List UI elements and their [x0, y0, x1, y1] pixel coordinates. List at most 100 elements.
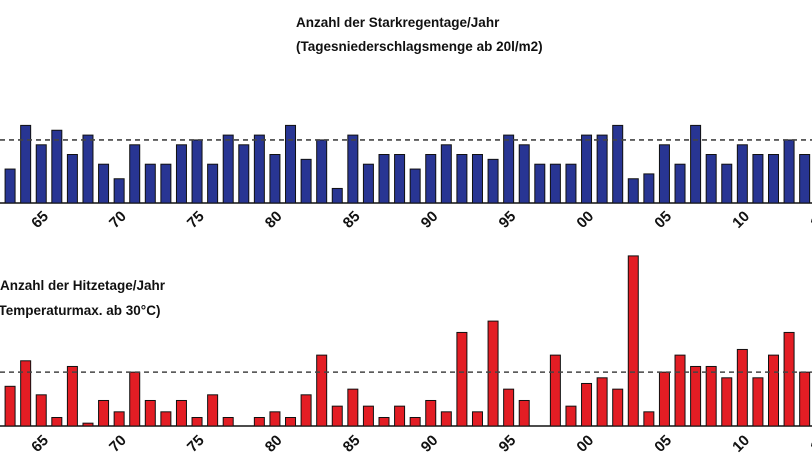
starkregen-bar-1992 — [456, 154, 468, 204]
hitze-tick-label: 05 — [651, 432, 675, 456]
starkregen-tick-label: 10 — [729, 208, 753, 232]
hitze-bar-1995 — [503, 388, 515, 427]
starkregen-bar-2007 — [690, 124, 702, 204]
hitze-tick-label: 75 — [184, 432, 208, 456]
hitze-bar-1976 — [207, 394, 219, 427]
starkregen-bar-2003 — [627, 178, 639, 204]
starkregen-bar-1985 — [347, 134, 359, 204]
starkregen-bar-1970 — [113, 178, 125, 204]
hitze-bar-1994 — [487, 320, 499, 427]
hitze-bar-1989 — [409, 416, 421, 427]
hitze-bar-1999 — [565, 405, 577, 427]
hitze-bar-1974 — [175, 399, 187, 427]
hitze-bar-2009 — [721, 377, 733, 427]
hitze-bar-1972 — [144, 399, 156, 427]
hitze-tick-label: 10 — [729, 432, 753, 456]
starkregen-tick-label: 15 — [807, 208, 812, 232]
hitze-bar-1996 — [518, 399, 530, 427]
starkregen-tick-label: 75 — [184, 208, 208, 232]
hitze-subtitle: (Temperaturmax. ab 30°C) — [0, 303, 160, 318]
hitze-bar-1988 — [394, 405, 406, 427]
starkregen-chart: 65 70 75 80 85 90 95 00 05 10 15 — [0, 124, 812, 232]
starkregen-bar-1980 — [269, 154, 281, 204]
hitze-bar-1969 — [98, 399, 110, 427]
starkregen-tick-label: 65 — [28, 208, 52, 232]
hitze-tick-label: 70 — [106, 432, 130, 456]
hitze-bar-1987 — [378, 416, 390, 427]
starkregen-tick-label: 85 — [340, 208, 364, 232]
starkregen-bar-1969 — [98, 163, 110, 204]
starkregen-bar-1993 — [471, 154, 483, 204]
hitze-bar-1990 — [425, 399, 437, 427]
starkregen-bar-1964 — [20, 124, 32, 204]
hitze-bar-1993 — [471, 411, 483, 427]
hitze-bar-1991 — [440, 411, 452, 427]
starkregen-bar-1997 — [534, 163, 546, 204]
hitze-bar-1979 — [253, 416, 265, 427]
starkregen-tick-label: 95 — [496, 208, 520, 232]
starkregen-tick-label: 80 — [262, 208, 286, 232]
starkregen-bar-1984 — [331, 187, 343, 204]
starkregen-bar-2001 — [596, 134, 608, 204]
hitze-bar-1971 — [129, 371, 141, 427]
starkregen-tick-label: 00 — [573, 208, 597, 232]
hitze-bar-1963 — [4, 385, 16, 427]
hitze-bar-1967 — [66, 365, 78, 427]
starkregen-bar-1981 — [285, 124, 297, 204]
starkregen-bar-1990 — [425, 154, 437, 204]
starkregen-bar-1982 — [300, 158, 312, 204]
hitze-bar-1973 — [160, 411, 172, 427]
hitze-tick-label: 80 — [262, 432, 286, 456]
starkregen-bar-1973 — [160, 163, 172, 204]
hitze-bar-2013 — [783, 331, 795, 427]
hitze-bar-1985 — [347, 388, 359, 427]
starkregen-bar-2010 — [736, 144, 748, 204]
hitze-bar-1984 — [331, 405, 343, 427]
starkregen-tick-label: 70 — [106, 208, 130, 232]
hitze-tick-label: 00 — [573, 432, 597, 456]
hitze-bar-1966 — [51, 416, 63, 427]
hitze-bar-1964 — [20, 360, 32, 427]
starkregen-bar-2013 — [783, 139, 795, 204]
starkregen-bar-2011 — [752, 154, 764, 204]
hitze-title: Anzahl der Hitzetage/Jahr — [0, 278, 166, 293]
hitze-bar-2010 — [736, 348, 748, 427]
starkregen-bar-1986 — [362, 163, 374, 204]
hitze-bar-1983 — [316, 354, 328, 427]
starkregen-bar-2005 — [658, 144, 670, 204]
hitze-bar-1975 — [191, 416, 203, 427]
starkregen-bar-2009 — [721, 163, 733, 204]
starkregen-bar-1994 — [487, 158, 499, 204]
starkregen-bar-1968 — [82, 134, 94, 204]
hitze-bar-2005 — [658, 371, 670, 427]
hitze-bar-1970 — [113, 411, 125, 427]
starkregen-bar-1979 — [253, 134, 265, 204]
hitze-tick-label: 95 — [496, 432, 520, 456]
starkregen-bar-1963 — [4, 168, 16, 204]
hitze-bar-1998 — [549, 354, 561, 427]
starkregen-bar-1999 — [565, 163, 577, 204]
hitze-tick-label: 85 — [340, 432, 364, 456]
hitze-bar-2006 — [674, 354, 686, 427]
hitze-tick-label: 15 — [807, 432, 812, 456]
starkregen-bar-2002 — [612, 124, 624, 204]
starkregen-bar-1998 — [549, 163, 561, 204]
hitze-bar-2004 — [643, 411, 655, 427]
starkregen-bar-1966 — [51, 129, 63, 204]
hitze-bar-2003 — [627, 255, 639, 427]
hitze-tick-label: 65 — [28, 432, 52, 456]
starkregen-title: Anzahl der Starkregentage/Jahr — [296, 15, 500, 30]
starkregen-bar-2004 — [643, 173, 655, 204]
starkregen-bar-1989 — [409, 168, 421, 204]
starkregen-bar-2014 — [799, 154, 811, 204]
starkregen-bar-1974 — [175, 144, 187, 204]
starkregen-bar-2012 — [768, 154, 779, 204]
starkregen-bar-1972 — [144, 163, 156, 204]
starkregen-tick-label: 05 — [651, 208, 675, 232]
hitze-bar-2011 — [752, 377, 764, 427]
starkregen-bar-1983 — [316, 139, 328, 204]
starkregen-subtitle: (Tagesniederschlagsmenge ab 20l/m2) — [296, 39, 543, 54]
hitze-bar-1980 — [269, 411, 281, 427]
starkregen-bar-1976 — [207, 163, 219, 204]
